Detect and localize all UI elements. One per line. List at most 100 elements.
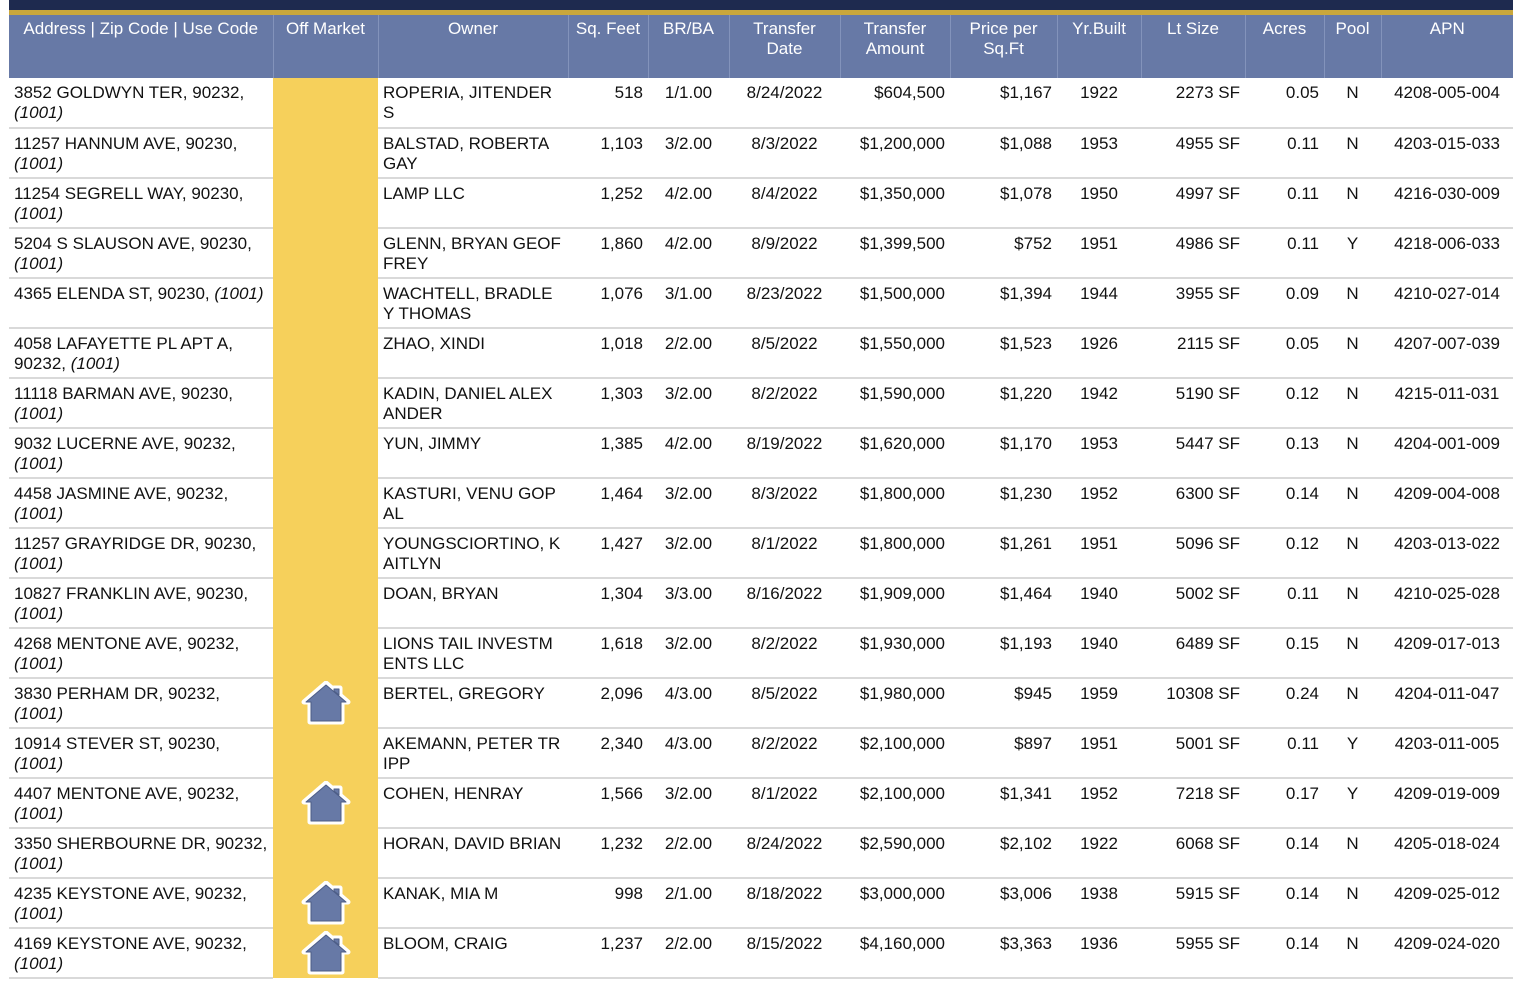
- table-row[interactable]: 4169 KEYSTONE AVE, 90232, (1001) BLOOM, …: [9, 928, 1513, 979]
- sqft-cell: 2,340: [568, 728, 648, 779]
- off-market-cell: [273, 478, 378, 528]
- column-header-owner[interactable]: Owner: [378, 15, 569, 78]
- yr-built-cell: 1951: [1057, 728, 1141, 779]
- table-row[interactable]: 11254 SEGRELL WAY, 90230, (1001) LAMP LL…: [9, 178, 1513, 229]
- lot-size-cell: 6489 SF: [1141, 628, 1245, 679]
- owner-cell: BLOOM, CRAIG: [378, 928, 568, 979]
- use-code-text: (1001): [14, 154, 64, 173]
- off-market-cell: [273, 378, 378, 428]
- address-cell: 10914 STEVER ST, 90230, (1001): [9, 728, 273, 779]
- transfer-date-cell: 8/15/2022: [729, 928, 840, 979]
- yr-built-cell: 1953: [1057, 128, 1141, 179]
- address-cell: 4458 JASMINE AVE, 90232, (1001): [9, 478, 273, 529]
- use-code-text: (1001): [14, 504, 64, 523]
- apn-cell: 4208-005-004: [1381, 78, 1513, 129]
- column-header-price-per-sqft[interactable]: Price per Sq.Ft: [950, 15, 1058, 78]
- owner-cell: KANAK, MIA M: [378, 878, 568, 929]
- table-row[interactable]: 3350 SHERBOURNE DR, 90232, (1001) HORAN,…: [9, 828, 1513, 879]
- price-per-sqft-cell: $3,363: [950, 928, 1057, 979]
- column-header-apn[interactable]: APN: [1381, 15, 1513, 78]
- transfer-amount-cell: $1,800,000: [840, 478, 950, 529]
- pool-cell: N: [1324, 528, 1381, 579]
- owner-cell: AKEMANN, PETER TRIPP: [378, 728, 568, 779]
- owner-cell: LIONS TAIL INVESTMENTS LLC: [378, 628, 568, 679]
- column-header-address[interactable]: Address | Zip Code | Use Code: [9, 15, 274, 78]
- table-row[interactable]: 4268 MENTONE AVE, 90232, (1001) LIONS TA…: [9, 628, 1513, 679]
- lot-size-cell: 3955 SF: [1141, 278, 1245, 329]
- address-text: 11118 BARMAN AVE, 90230,: [14, 384, 233, 403]
- table-row[interactable]: 4365 ELENDA ST, 90230, (1001) WACHTELL, …: [9, 278, 1513, 329]
- sqft-cell: 1,237: [568, 928, 648, 979]
- acres-cell: 0.14: [1245, 878, 1324, 929]
- top-banner-navy-stripe: [9, 0, 1513, 10]
- use-code-text: (1001): [14, 854, 64, 873]
- table-row[interactable]: 10827 FRANKLIN AVE, 90230, (1001) DOAN, …: [9, 578, 1513, 629]
- column-header-pool[interactable]: Pool: [1324, 15, 1382, 78]
- column-header-yr-built[interactable]: Yr.Built: [1057, 15, 1142, 78]
- price-per-sqft-cell: $1,193: [950, 628, 1057, 679]
- lot-size-cell: 5190 SF: [1141, 378, 1245, 429]
- column-header-transfer-date[interactable]: Transfer Date: [729, 15, 841, 78]
- brba-cell: 3/3.00: [648, 578, 729, 629]
- lot-size-cell: 5001 SF: [1141, 728, 1245, 779]
- address-cell: 11257 GRAYRIDGE DR, 90230, (1001): [9, 528, 273, 579]
- off-market-cell: [273, 878, 378, 928]
- table-row[interactable]: 3852 GOLDWYN TER, 90232, (1001) ROPERIA,…: [9, 78, 1513, 129]
- transfer-date-cell: 8/9/2022: [729, 228, 840, 279]
- owner-cell: KADIN, DANIEL ALEXANDER: [378, 378, 568, 429]
- top-banner-gold-stripe: [9, 10, 1513, 15]
- transfer-amount-cell: $1,909,000: [840, 578, 950, 629]
- column-header-sqft[interactable]: Sq. Feet: [568, 15, 649, 78]
- column-header-acres[interactable]: Acres: [1245, 15, 1325, 78]
- transfer-amount-cell: $1,399,500: [840, 228, 950, 279]
- brba-cell: 4/2.00: [648, 178, 729, 229]
- table-row[interactable]: 4458 JASMINE AVE, 90232, (1001) KASTURI,…: [9, 478, 1513, 529]
- acres-cell: 0.14: [1245, 478, 1324, 529]
- sqft-cell: 1,232: [568, 828, 648, 879]
- owner-cell: DOAN, BRYAN: [378, 578, 568, 629]
- off-market-cell: [273, 928, 378, 978]
- table-row[interactable]: 10914 STEVER ST, 90230, (1001) AKEMANN, …: [9, 728, 1513, 779]
- lot-size-cell: 10308 SF: [1141, 678, 1245, 729]
- sqft-cell: 1,566: [568, 778, 648, 829]
- table-row[interactable]: 4058 LAFAYETTE PL APT A, 90232, (1001) Z…: [9, 328, 1513, 379]
- column-header-brba[interactable]: BR/BA: [648, 15, 730, 78]
- apn-cell: 4210-025-028: [1381, 578, 1513, 629]
- table-row[interactable]: 3830 PERHAM DR, 90232, (1001) BERTEL, GR…: [9, 678, 1513, 729]
- brba-cell: 4/2.00: [648, 428, 729, 479]
- table-row[interactable]: 11257 HANNUM AVE, 90230, (1001) BALSTAD,…: [9, 128, 1513, 179]
- transfer-date-cell: 8/24/2022: [729, 828, 840, 879]
- owner-cell: YUN, JIMMY: [378, 428, 568, 479]
- column-header-off-market[interactable]: Off Market: [273, 15, 379, 78]
- owner-cell: COHEN, HENRAY: [378, 778, 568, 829]
- table-row[interactable]: 9032 LUCERNE AVE, 90232, (1001) YUN, JIM…: [9, 428, 1513, 479]
- table-row[interactable]: 4235 KEYSTONE AVE, 90232, (1001) KANAK, …: [9, 878, 1513, 929]
- price-per-sqft-cell: $1,464: [950, 578, 1057, 629]
- address-cell: 4407 MENTONE AVE, 90232, (1001): [9, 778, 273, 829]
- sqft-cell: 1,385: [568, 428, 648, 479]
- lot-size-cell: 4997 SF: [1141, 178, 1245, 229]
- off-market-cell: [273, 178, 378, 228]
- pool-cell: N: [1324, 678, 1381, 729]
- use-code-text: (1001): [14, 754, 64, 773]
- yr-built-cell: 1940: [1057, 628, 1141, 679]
- table-row[interactable]: 5204 S SLAUSON AVE, 90230, (1001) GLENN,…: [9, 228, 1513, 279]
- table-row[interactable]: 11118 BARMAN AVE, 90230, (1001) KADIN, D…: [9, 378, 1513, 429]
- yr-built-cell: 1942: [1057, 378, 1141, 429]
- off-market-cell: [273, 78, 378, 128]
- table-row[interactable]: 11257 GRAYRIDGE DR, 90230, (1001) YOUNGS…: [9, 528, 1513, 579]
- yr-built-cell: 1951: [1057, 528, 1141, 579]
- brba-cell: 4/3.00: [648, 678, 729, 729]
- sqft-cell: 1,304: [568, 578, 648, 629]
- column-header-lot-size[interactable]: Lt Size: [1141, 15, 1246, 78]
- use-code-text: (1001): [14, 404, 64, 423]
- sqft-cell: 1,018: [568, 328, 648, 379]
- acres-cell: 0.11: [1245, 228, 1324, 279]
- table-row[interactable]: 4407 MENTONE AVE, 90232, (1001) COHEN, H…: [9, 778, 1513, 829]
- column-header-transfer-amount[interactable]: Transfer Amount: [840, 15, 951, 78]
- price-per-sqft-cell: $1,394: [950, 278, 1057, 329]
- lot-size-cell: 5002 SF: [1141, 578, 1245, 629]
- use-code-text: (1001): [214, 284, 264, 303]
- use-code-text: (1001): [14, 804, 64, 823]
- price-per-sqft-cell: $3,006: [950, 878, 1057, 929]
